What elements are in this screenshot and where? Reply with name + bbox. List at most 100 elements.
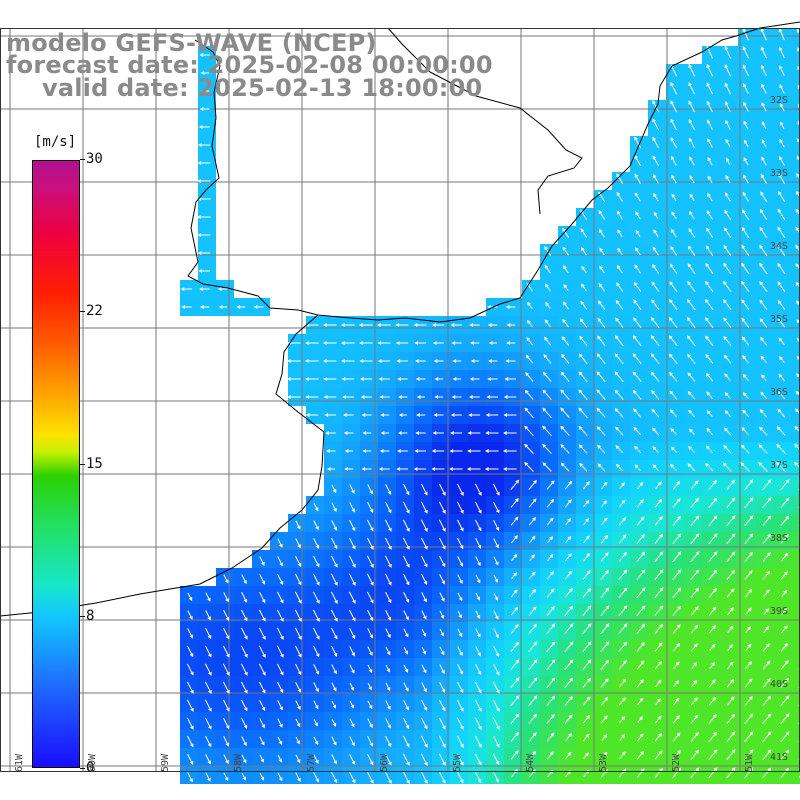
wave-arrow [687, 280, 696, 293]
wave-arrow [669, 263, 678, 274]
wave-arrow [600, 534, 609, 544]
wave-arrow [403, 646, 408, 655]
wave-arrow [528, 606, 537, 616]
field-cell [792, 604, 800, 622]
field-cell [792, 460, 800, 478]
wave-arrow [431, 467, 445, 471]
wave-arrow [331, 682, 337, 692]
wave-arrow [456, 753, 464, 766]
wave-arrow [616, 282, 624, 292]
wave-arrow [743, 139, 749, 148]
wave-arrow [744, 551, 753, 562]
wave-arrow [439, 610, 445, 620]
wave-arrow [578, 444, 588, 454]
wave-arrow [708, 551, 718, 563]
wave-arrow [600, 678, 609, 688]
wave-arrow [780, 534, 789, 544]
wave-arrow [385, 646, 391, 656]
wave-arrow [331, 771, 338, 784]
wave-arrow [493, 519, 500, 531]
wave-arrow [743, 120, 749, 130]
wave-arrow [636, 750, 645, 760]
wave-arrow [777, 208, 786, 221]
wave-arrow [349, 682, 355, 691]
wave-arrow [564, 623, 574, 635]
wave-arrow [395, 323, 409, 327]
wave-arrow [759, 409, 768, 418]
wave-arrow [672, 624, 681, 634]
wave-arrow [524, 443, 534, 454]
wave-arrow [439, 699, 446, 712]
wave-arrow [475, 628, 481, 638]
wave-arrow [652, 155, 659, 166]
wave-arrow [420, 771, 428, 784]
field-cell [792, 244, 800, 262]
wave-arrow [669, 299, 678, 311]
estuary-shore [429, 71, 583, 215]
wave-arrow [760, 336, 768, 346]
wave-arrow [654, 642, 663, 652]
wave-arrow [689, 210, 695, 220]
wave-arrow [635, 211, 641, 220]
wave-arrow [420, 753, 428, 766]
wave-arrow [349, 627, 356, 640]
wave-arrow [672, 480, 681, 490]
wave-arrow [475, 646, 481, 657]
wave-arrow [421, 664, 427, 674]
wave-arrow [780, 695, 790, 707]
wave-arrow [690, 749, 700, 760]
wave-arrow [450, 431, 463, 435]
wave-arrow [240, 627, 248, 640]
wave-arrow [725, 175, 731, 184]
wave-arrow [726, 479, 736, 490]
colorbar-tick-15: 15 [80, 456, 103, 472]
wave-arrow [528, 479, 537, 490]
wave-arrow [632, 335, 642, 347]
wave-arrow [723, 444, 732, 454]
wave-arrow [650, 317, 660, 329]
wave-arrow [277, 754, 282, 763]
wave-arrow [326, 467, 336, 471]
wave-arrow [348, 591, 356, 604]
wave-arrow [759, 299, 768, 310]
wave-arrow [331, 520, 338, 531]
wave-arrow [330, 609, 338, 622]
wave-arrow [723, 262, 732, 275]
wave-arrow [760, 355, 767, 364]
wave-arrow [433, 359, 444, 363]
wave-arrow [331, 700, 337, 709]
wave-arrow [525, 354, 534, 364]
wave-arrow [395, 341, 409, 345]
wave-arrow [313, 520, 319, 531]
wave-arrow [759, 244, 768, 257]
wave-arrow [562, 301, 569, 310]
wave-arrow [402, 537, 410, 550]
wave-arrow [367, 736, 374, 747]
coastline-north [187, 21, 800, 323]
wave-arrow [778, 373, 785, 382]
wave-arrow [619, 482, 625, 489]
wave-arrow [654, 605, 664, 616]
wave-arrow [432, 323, 445, 327]
wave-arrow [493, 501, 500, 514]
wave-arrow [708, 497, 718, 508]
wave-arrow [331, 502, 337, 512]
wave-arrow [416, 413, 426, 417]
wave-arrow [200, 71, 210, 75]
wave-arrow [385, 700, 391, 710]
wave-arrow [294, 627, 302, 640]
wave-arrow [619, 734, 626, 741]
wave-arrow [779, 102, 785, 112]
wave-arrow [762, 731, 772, 743]
wave-arrow [544, 336, 552, 346]
wave-arrow [528, 516, 536, 526]
wave-arrow [780, 767, 789, 778]
wave-arrow [420, 735, 428, 748]
wave-arrow [726, 607, 734, 616]
wave-arrow [562, 246, 569, 256]
wave-arrow [525, 372, 534, 382]
wave-arrow [633, 408, 642, 418]
wave-arrow [727, 644, 733, 651]
wave-arrow [583, 518, 590, 525]
wave-arrow [745, 607, 752, 616]
